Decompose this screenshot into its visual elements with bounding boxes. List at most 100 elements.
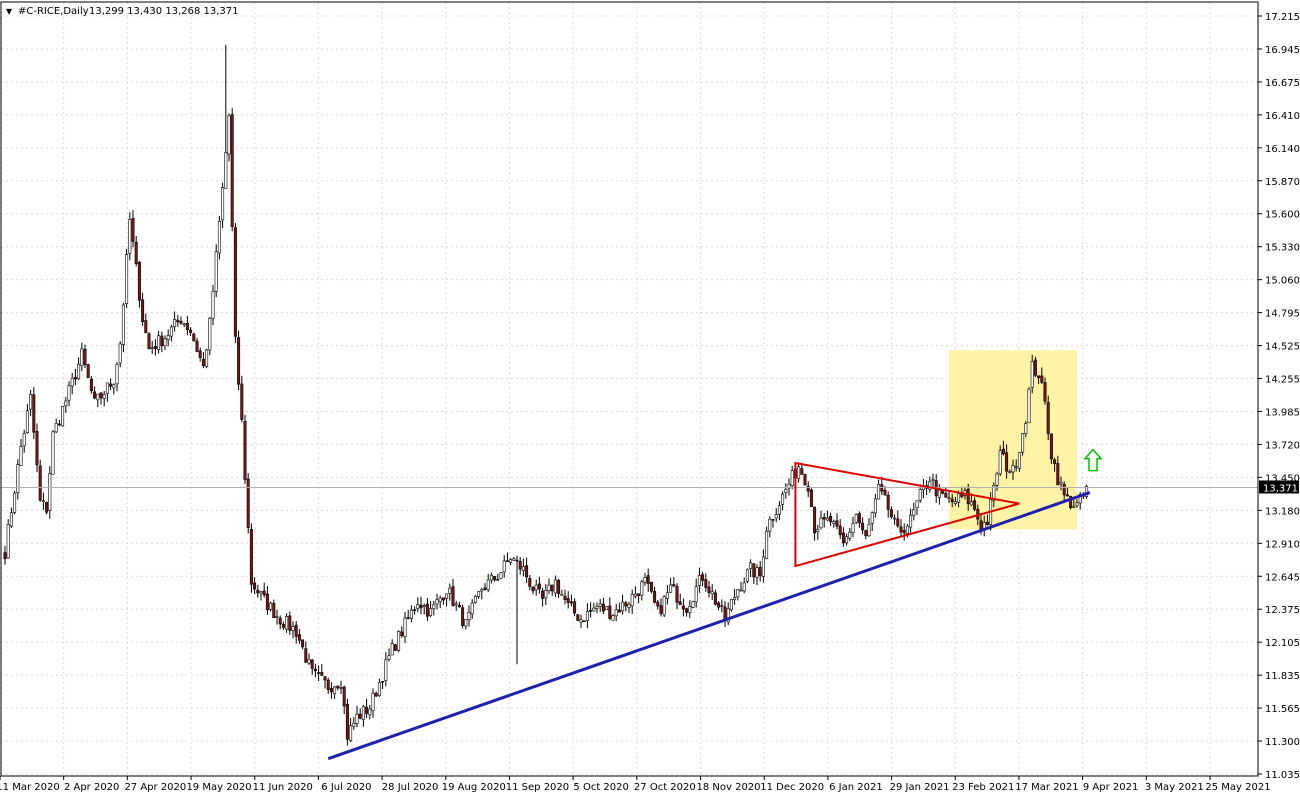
candle bbox=[928, 476, 932, 493]
candle bbox=[787, 478, 791, 496]
candle bbox=[333, 685, 337, 700]
candle-body bbox=[889, 509, 893, 518]
candle-body bbox=[409, 609, 413, 619]
candle-body bbox=[649, 581, 653, 592]
candle bbox=[214, 244, 218, 298]
candle-body bbox=[13, 492, 17, 513]
candle bbox=[1005, 444, 1009, 479]
candle-body bbox=[336, 685, 340, 689]
candle bbox=[77, 357, 81, 381]
candle-body bbox=[352, 722, 356, 727]
candle-body bbox=[461, 607, 465, 626]
candle-body bbox=[70, 377, 74, 387]
candle bbox=[784, 483, 788, 499]
candle-body bbox=[365, 706, 369, 714]
x-tick-label: 11 Sep 2020 bbox=[506, 782, 569, 793]
candle bbox=[605, 606, 609, 611]
candle-body bbox=[473, 595, 477, 603]
candle bbox=[166, 329, 170, 347]
candle bbox=[336, 685, 340, 691]
candle-body bbox=[105, 382, 109, 394]
y-tick-label: 14.525 bbox=[1265, 342, 1300, 353]
candle-body bbox=[240, 383, 244, 420]
candle-body bbox=[1037, 375, 1041, 379]
candle bbox=[998, 445, 1002, 477]
candle bbox=[70, 372, 74, 395]
candle-body bbox=[525, 565, 529, 578]
candle-body bbox=[3, 552, 7, 560]
candle bbox=[224, 44, 228, 189]
candle bbox=[205, 348, 209, 369]
candle-body bbox=[617, 609, 621, 613]
candle-body bbox=[1085, 486, 1089, 498]
candle-body bbox=[806, 485, 810, 492]
candle bbox=[512, 557, 516, 561]
candle-body bbox=[915, 500, 919, 509]
candle-body bbox=[656, 601, 660, 607]
header-marker: ▼ bbox=[6, 7, 13, 16]
candle-body bbox=[153, 346, 157, 349]
candle bbox=[429, 601, 433, 618]
candle-body bbox=[694, 586, 698, 603]
candle bbox=[566, 591, 570, 609]
candle-body bbox=[390, 642, 394, 656]
candle bbox=[675, 583, 679, 609]
candle-body bbox=[918, 489, 922, 501]
candle bbox=[985, 514, 989, 526]
candle bbox=[445, 593, 449, 607]
candle bbox=[19, 438, 23, 467]
candle bbox=[477, 591, 481, 599]
candle bbox=[80, 342, 84, 372]
candle-body bbox=[720, 605, 724, 607]
candle bbox=[339, 680, 343, 695]
candle-body bbox=[502, 560, 506, 573]
candle-body bbox=[973, 500, 977, 510]
candle-body bbox=[278, 617, 282, 625]
candle bbox=[992, 482, 996, 508]
candle-body bbox=[310, 659, 314, 669]
candle-body bbox=[477, 591, 481, 597]
candle bbox=[665, 584, 669, 605]
candle bbox=[640, 579, 644, 601]
candle bbox=[307, 653, 311, 666]
candle-body bbox=[169, 326, 173, 337]
candle bbox=[256, 584, 260, 598]
candle-body bbox=[329, 688, 333, 693]
candle bbox=[627, 601, 631, 614]
candle-body bbox=[861, 522, 865, 531]
candle-body bbox=[614, 609, 618, 617]
candle bbox=[544, 584, 548, 606]
candle bbox=[349, 718, 353, 742]
candle bbox=[157, 330, 161, 354]
y-tick-label: 13.180 bbox=[1265, 506, 1300, 517]
candle-body bbox=[662, 596, 666, 616]
y-tick-label: 13.450 bbox=[1265, 473, 1300, 484]
candle-body bbox=[534, 584, 538, 591]
candle-body bbox=[601, 603, 605, 612]
candle bbox=[416, 597, 420, 613]
candle bbox=[608, 597, 612, 621]
candle bbox=[153, 338, 157, 356]
candle bbox=[275, 609, 279, 625]
candle bbox=[496, 573, 500, 581]
candle-body bbox=[486, 579, 490, 591]
candle bbox=[470, 599, 474, 619]
candle-body bbox=[736, 589, 740, 598]
candle-body bbox=[576, 614, 580, 621]
candle-body bbox=[57, 423, 61, 426]
candle bbox=[432, 601, 436, 616]
candle bbox=[125, 248, 129, 308]
candle-body bbox=[857, 513, 861, 524]
candle bbox=[1033, 356, 1037, 377]
candle-body bbox=[745, 569, 749, 582]
candle bbox=[726, 602, 730, 626]
candle bbox=[592, 602, 596, 612]
candle bbox=[265, 585, 269, 615]
y-tick-label: 15.060 bbox=[1265, 276, 1300, 287]
candle bbox=[630, 589, 634, 614]
candle bbox=[99, 392, 103, 405]
candle bbox=[310, 658, 314, 675]
candle-body bbox=[1008, 471, 1012, 473]
